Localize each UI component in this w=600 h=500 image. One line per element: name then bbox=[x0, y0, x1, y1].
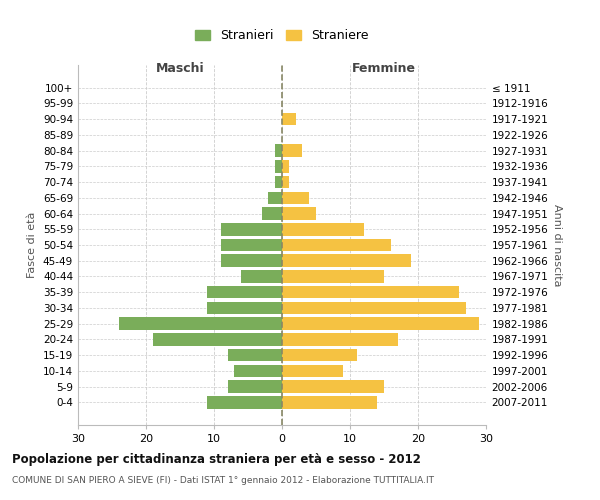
Bar bbox=[282, 270, 384, 283]
Bar bbox=[282, 286, 459, 298]
Bar bbox=[221, 254, 282, 267]
Text: COMUNE DI SAN PIERO A SIEVE (FI) - Dati ISTAT 1° gennaio 2012 - Elaborazione TUT: COMUNE DI SAN PIERO A SIEVE (FI) - Dati … bbox=[12, 476, 434, 485]
Bar bbox=[119, 318, 282, 330]
Bar bbox=[153, 333, 282, 345]
Bar bbox=[282, 207, 316, 220]
Bar bbox=[282, 396, 377, 408]
Bar bbox=[221, 238, 282, 252]
Bar bbox=[282, 113, 296, 126]
Bar bbox=[282, 333, 398, 345]
Text: Femmine: Femmine bbox=[352, 62, 416, 75]
Bar bbox=[268, 192, 282, 204]
Bar bbox=[282, 144, 302, 157]
Bar bbox=[282, 302, 466, 314]
Bar bbox=[221, 223, 282, 235]
Bar bbox=[282, 176, 289, 188]
Bar bbox=[282, 254, 411, 267]
Text: Popolazione per cittadinanza straniera per età e sesso - 2012: Popolazione per cittadinanza straniera p… bbox=[12, 452, 421, 466]
Y-axis label: Fasce di età: Fasce di età bbox=[28, 212, 37, 278]
Bar bbox=[262, 207, 282, 220]
Bar bbox=[282, 380, 384, 393]
Bar bbox=[241, 270, 282, 283]
Bar bbox=[282, 223, 364, 235]
Bar bbox=[227, 349, 282, 362]
Bar bbox=[282, 349, 357, 362]
Bar bbox=[275, 176, 282, 188]
Y-axis label: Anni di nascita: Anni di nascita bbox=[552, 204, 562, 286]
Bar bbox=[235, 364, 282, 377]
Bar bbox=[227, 380, 282, 393]
Bar bbox=[282, 160, 289, 172]
Bar bbox=[207, 396, 282, 408]
Bar bbox=[207, 302, 282, 314]
Bar bbox=[275, 144, 282, 157]
Bar bbox=[207, 286, 282, 298]
Bar bbox=[282, 192, 309, 204]
Bar bbox=[282, 238, 391, 252]
Bar bbox=[282, 364, 343, 377]
Text: Maschi: Maschi bbox=[155, 62, 205, 75]
Bar bbox=[275, 160, 282, 172]
Legend: Stranieri, Straniere: Stranieri, Straniere bbox=[190, 24, 374, 48]
Bar bbox=[282, 318, 479, 330]
